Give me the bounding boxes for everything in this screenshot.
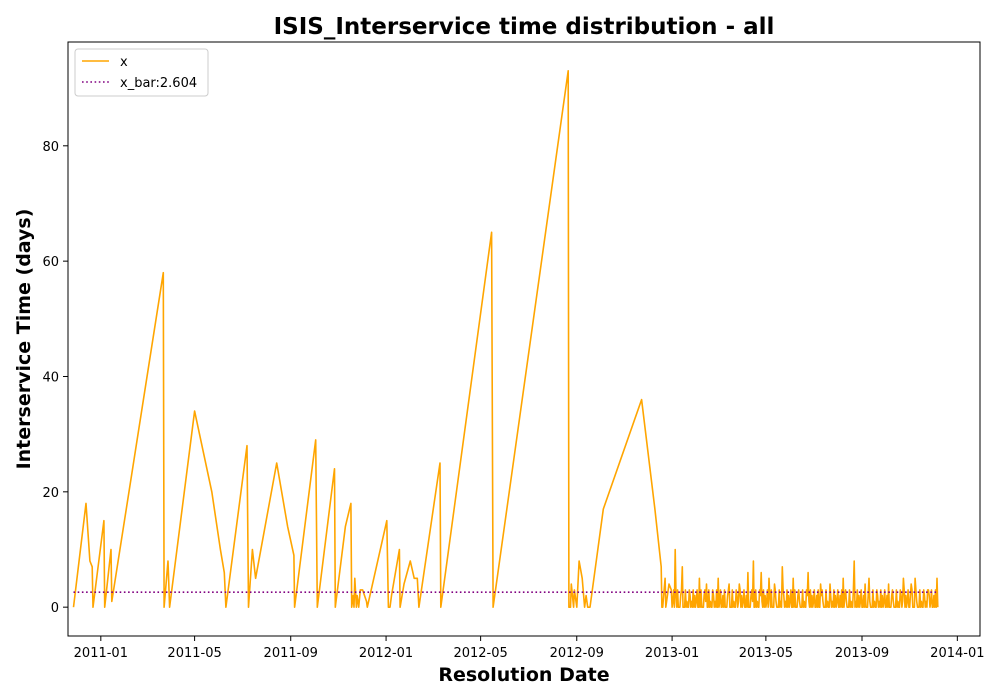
series-line-x bbox=[72, 70, 939, 609]
x-tick-label: 2014-01 bbox=[930, 646, 984, 661]
x-tick-label: 2012-01 bbox=[359, 646, 413, 661]
y-tick-label: 80 bbox=[42, 140, 59, 155]
x-tick-label: 2013-09 bbox=[835, 646, 889, 661]
y-tick-label: 20 bbox=[42, 486, 59, 501]
chart-title: ISIS_Interservice time distribution - al… bbox=[274, 14, 775, 40]
x-axis-label: Resolution Date bbox=[438, 664, 609, 686]
y-tick-label: 40 bbox=[42, 370, 59, 385]
ticks-layer: 2011-01 2011-05 2011-09 2012-01 2012-05 2012-… bbox=[42, 140, 984, 661]
y-tick-label: 0 bbox=[51, 601, 59, 616]
x-tick-label: 2011-05 bbox=[167, 646, 221, 661]
series-layer bbox=[72, 70, 939, 609]
y-axis-label: Interservice Time (days) bbox=[13, 209, 35, 470]
legend: x x_bar:2.604 bbox=[74, 48, 209, 97]
x-tick-label: 2012-05 bbox=[453, 646, 507, 661]
x-tick-label: 2012-09 bbox=[550, 646, 604, 661]
legend-label-x-bar: x_bar:2.604 bbox=[120, 76, 197, 91]
x-tick-label: 2011-01 bbox=[74, 646, 128, 661]
legend-label-x: x bbox=[120, 55, 128, 70]
x-tick-label: 2011-09 bbox=[264, 646, 318, 661]
y-tick-label: 60 bbox=[42, 255, 59, 270]
x-tick-label: 2013-05 bbox=[739, 646, 793, 661]
plot-frame bbox=[67, 41, 981, 637]
x-tick-label: 2013-01 bbox=[645, 646, 699, 661]
